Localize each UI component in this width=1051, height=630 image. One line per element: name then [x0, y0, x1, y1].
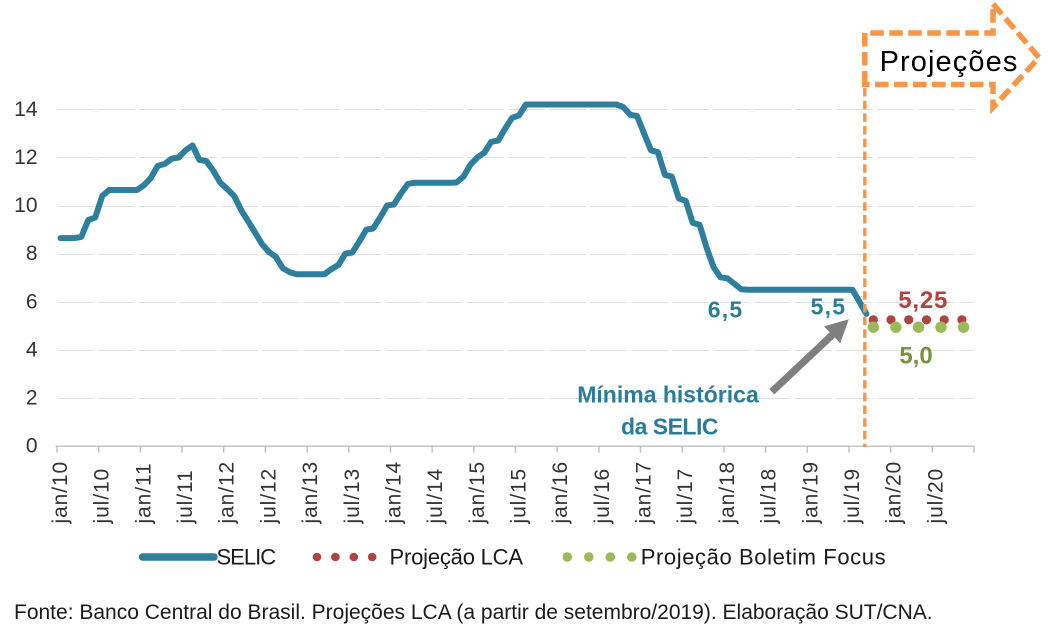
svg-text:jul/18: jul/18: [758, 468, 781, 525]
svg-text:jan/19: jan/19: [799, 461, 822, 525]
svg-text:6,5: 6,5: [708, 297, 744, 323]
svg-text:jan/13: jan/13: [299, 461, 322, 525]
svg-text:jan/17: jan/17: [633, 461, 656, 525]
svg-text:jan/12: jan/12: [216, 461, 239, 525]
svg-text:jul/19: jul/19: [841, 468, 864, 525]
svg-text:jul/15: jul/15: [508, 468, 531, 525]
svg-text:jul/13: jul/13: [341, 468, 364, 525]
svg-text:jan/14: jan/14: [383, 461, 406, 525]
svg-text:jul/12: jul/12: [257, 468, 280, 525]
svg-text:5,25: 5,25: [898, 287, 948, 314]
svg-text:jan/15: jan/15: [466, 461, 489, 525]
svg-text:SELIC: SELIC: [217, 545, 277, 570]
svg-text:Projeção LCA: Projeção LCA: [390, 545, 524, 570]
svg-text:jul/16: jul/16: [591, 468, 614, 525]
svg-text:Projeção Boletim Focus: Projeção Boletim Focus: [641, 545, 887, 570]
svg-text:Fonte: Banco Central do Brasil: Fonte: Banco Central do Brasil. Projeçõe…: [14, 601, 933, 624]
svg-text:da SELIC: da SELIC: [621, 414, 718, 440]
svg-text:12: 12: [14, 146, 37, 169]
svg-text:2: 2: [26, 387, 38, 410]
svg-text:jul/14: jul/14: [424, 468, 447, 525]
svg-text:jan/16: jan/16: [549, 461, 572, 525]
svg-text:jan/18: jan/18: [716, 461, 739, 525]
svg-text:jan/11: jan/11: [132, 462, 155, 524]
svg-text:6: 6: [26, 290, 38, 313]
svg-text:jan/10: jan/10: [49, 461, 72, 525]
svg-text:jan/20: jan/20: [883, 461, 906, 525]
svg-text:jul/11: jul/11: [174, 469, 197, 524]
svg-text:jul/10: jul/10: [91, 468, 114, 525]
svg-text:5,0: 5,0: [899, 343, 932, 370]
svg-text:5,5: 5,5: [811, 294, 847, 320]
svg-text:8: 8: [26, 242, 38, 265]
svg-text:0: 0: [26, 435, 38, 458]
svg-text:4: 4: [26, 339, 38, 362]
svg-text:10: 10: [14, 194, 37, 217]
svg-text:Mínima histórica: Mínima histórica: [577, 382, 759, 408]
svg-text:jul/17: jul/17: [674, 468, 697, 525]
svg-text:14: 14: [14, 98, 38, 121]
svg-text:Projeções: Projeções: [880, 46, 1019, 78]
svg-text:jul/20: jul/20: [924, 468, 947, 525]
